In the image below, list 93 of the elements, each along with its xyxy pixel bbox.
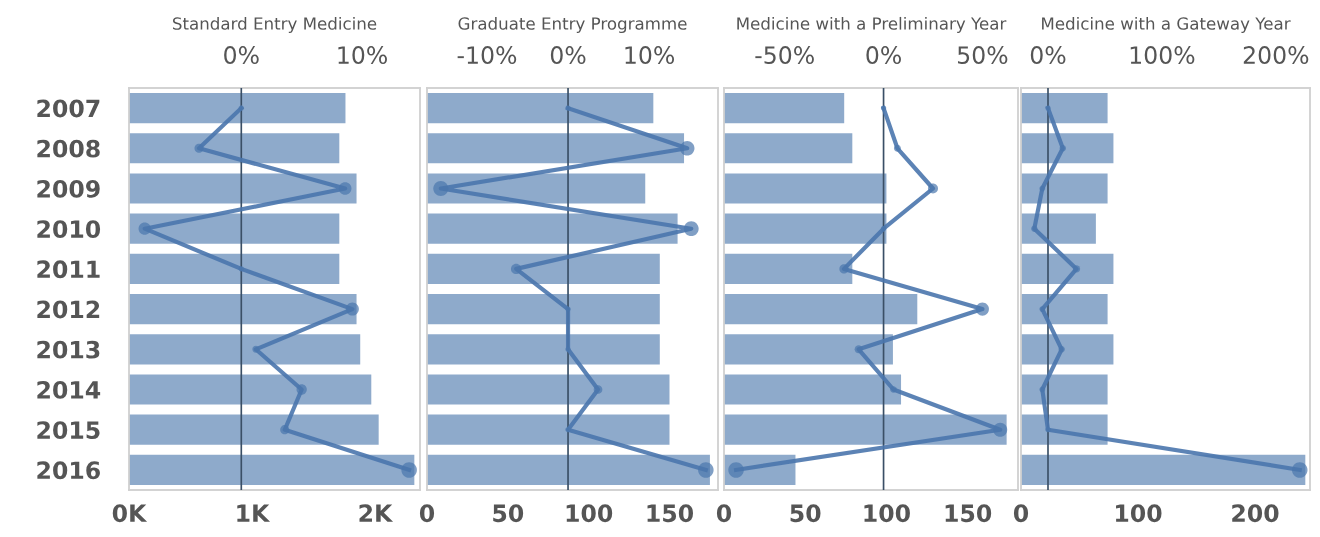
point (194, 143, 204, 153)
y-tick-label: 2009 (37, 179, 100, 198)
y-tick-label: 2014 (37, 380, 101, 399)
x2-tick-label: -10% (457, 46, 517, 64)
bar (724, 334, 893, 365)
bar (1021, 454, 1306, 485)
x-tick-label: 2K (359, 504, 394, 522)
bar (427, 334, 660, 365)
point (854, 345, 863, 354)
point (927, 183, 938, 194)
bar (129, 253, 340, 284)
bar (427, 133, 685, 164)
point (1059, 145, 1067, 152)
bar (427, 414, 670, 445)
point (1045, 105, 1051, 111)
point (1072, 265, 1081, 273)
point (1039, 185, 1046, 192)
point (1039, 306, 1046, 312)
bar (724, 414, 1007, 445)
x-tick-label: 0 (419, 504, 435, 523)
bar (427, 253, 660, 284)
bar (724, 253, 853, 284)
x2-tick-label: 10% (338, 46, 387, 64)
x-tick-label: 1K (237, 504, 271, 522)
bar (1021, 334, 1114, 365)
y-tick-label: 2012 (37, 300, 100, 319)
bar (1021, 253, 1114, 284)
point (893, 144, 901, 152)
y-tick-label: 2011 (37, 260, 100, 279)
bar (724, 133, 853, 164)
bar (724, 294, 918, 325)
chart-title: Standard Entry Medicine (172, 16, 377, 34)
bar (724, 213, 887, 244)
bar (1021, 294, 1108, 325)
bar (129, 294, 357, 325)
x-tick-label: 50 (493, 504, 524, 523)
bar (1021, 213, 1096, 244)
bar (1021, 93, 1108, 124)
bar (427, 294, 660, 325)
bar (724, 374, 902, 405)
bar (129, 173, 357, 204)
bar (724, 93, 845, 124)
y-tick-label: 2016 (37, 461, 100, 480)
bar (1021, 374, 1108, 405)
bar (427, 454, 710, 485)
chart-title: Medicine with a Preliminary Year (737, 16, 1007, 34)
bar (427, 374, 670, 405)
x2-tick-label: 200% (1243, 46, 1309, 64)
x-tick-label: 0 (1013, 504, 1029, 523)
x-tick-label: 200 (1232, 504, 1279, 523)
bar (129, 374, 372, 405)
x2-tick-label: 0% (866, 46, 901, 64)
x2-tick-label: 0% (550, 46, 586, 64)
point (839, 264, 849, 274)
bar (1021, 133, 1114, 164)
bar (129, 133, 340, 164)
bar (129, 414, 379, 445)
chart-title: Graduate Entry Programme (458, 16, 687, 34)
x-tick-label: 100 (864, 504, 910, 523)
x2-tick-label: 0% (224, 46, 259, 64)
y-tick-label: 2015 (37, 421, 100, 440)
y-tick-label: 2013 (37, 340, 100, 359)
x2-tick-label: -50% (755, 46, 814, 64)
x2-tick-label: 10% (625, 46, 675, 64)
point (1039, 386, 1046, 393)
bar (129, 213, 340, 244)
point (1031, 225, 1038, 232)
point (280, 425, 290, 435)
y-tick-label: 2010 (37, 220, 101, 239)
bar (427, 213, 678, 244)
y-tick-label: 2008 (37, 139, 100, 158)
bar (129, 93, 346, 124)
x-tick-label: 150 (945, 504, 992, 523)
x-tick-label: 50 (790, 504, 821, 523)
point (593, 385, 603, 394)
point (1058, 346, 1065, 353)
x2-tick-label: 100% (1130, 46, 1195, 64)
x-tick-label: 0 (716, 504, 732, 523)
x-tick-label: 100 (1116, 504, 1162, 523)
x-tick-label: 100 (566, 504, 613, 523)
y-tick-label: 2007 (37, 99, 100, 118)
bar (129, 454, 415, 485)
x-tick-label: 0K (112, 504, 148, 523)
bar (724, 173, 887, 204)
point (1045, 427, 1051, 433)
x2-tick-label: 0% (1030, 46, 1066, 64)
x-tick-label: 150 (647, 504, 694, 523)
bar (427, 93, 654, 124)
bar (1021, 173, 1108, 204)
x2-tick-label: 50% (957, 46, 1008, 64)
bar (129, 334, 361, 365)
chart-title: Medicine with a Gateway Year (1042, 16, 1291, 34)
point (296, 384, 307, 395)
